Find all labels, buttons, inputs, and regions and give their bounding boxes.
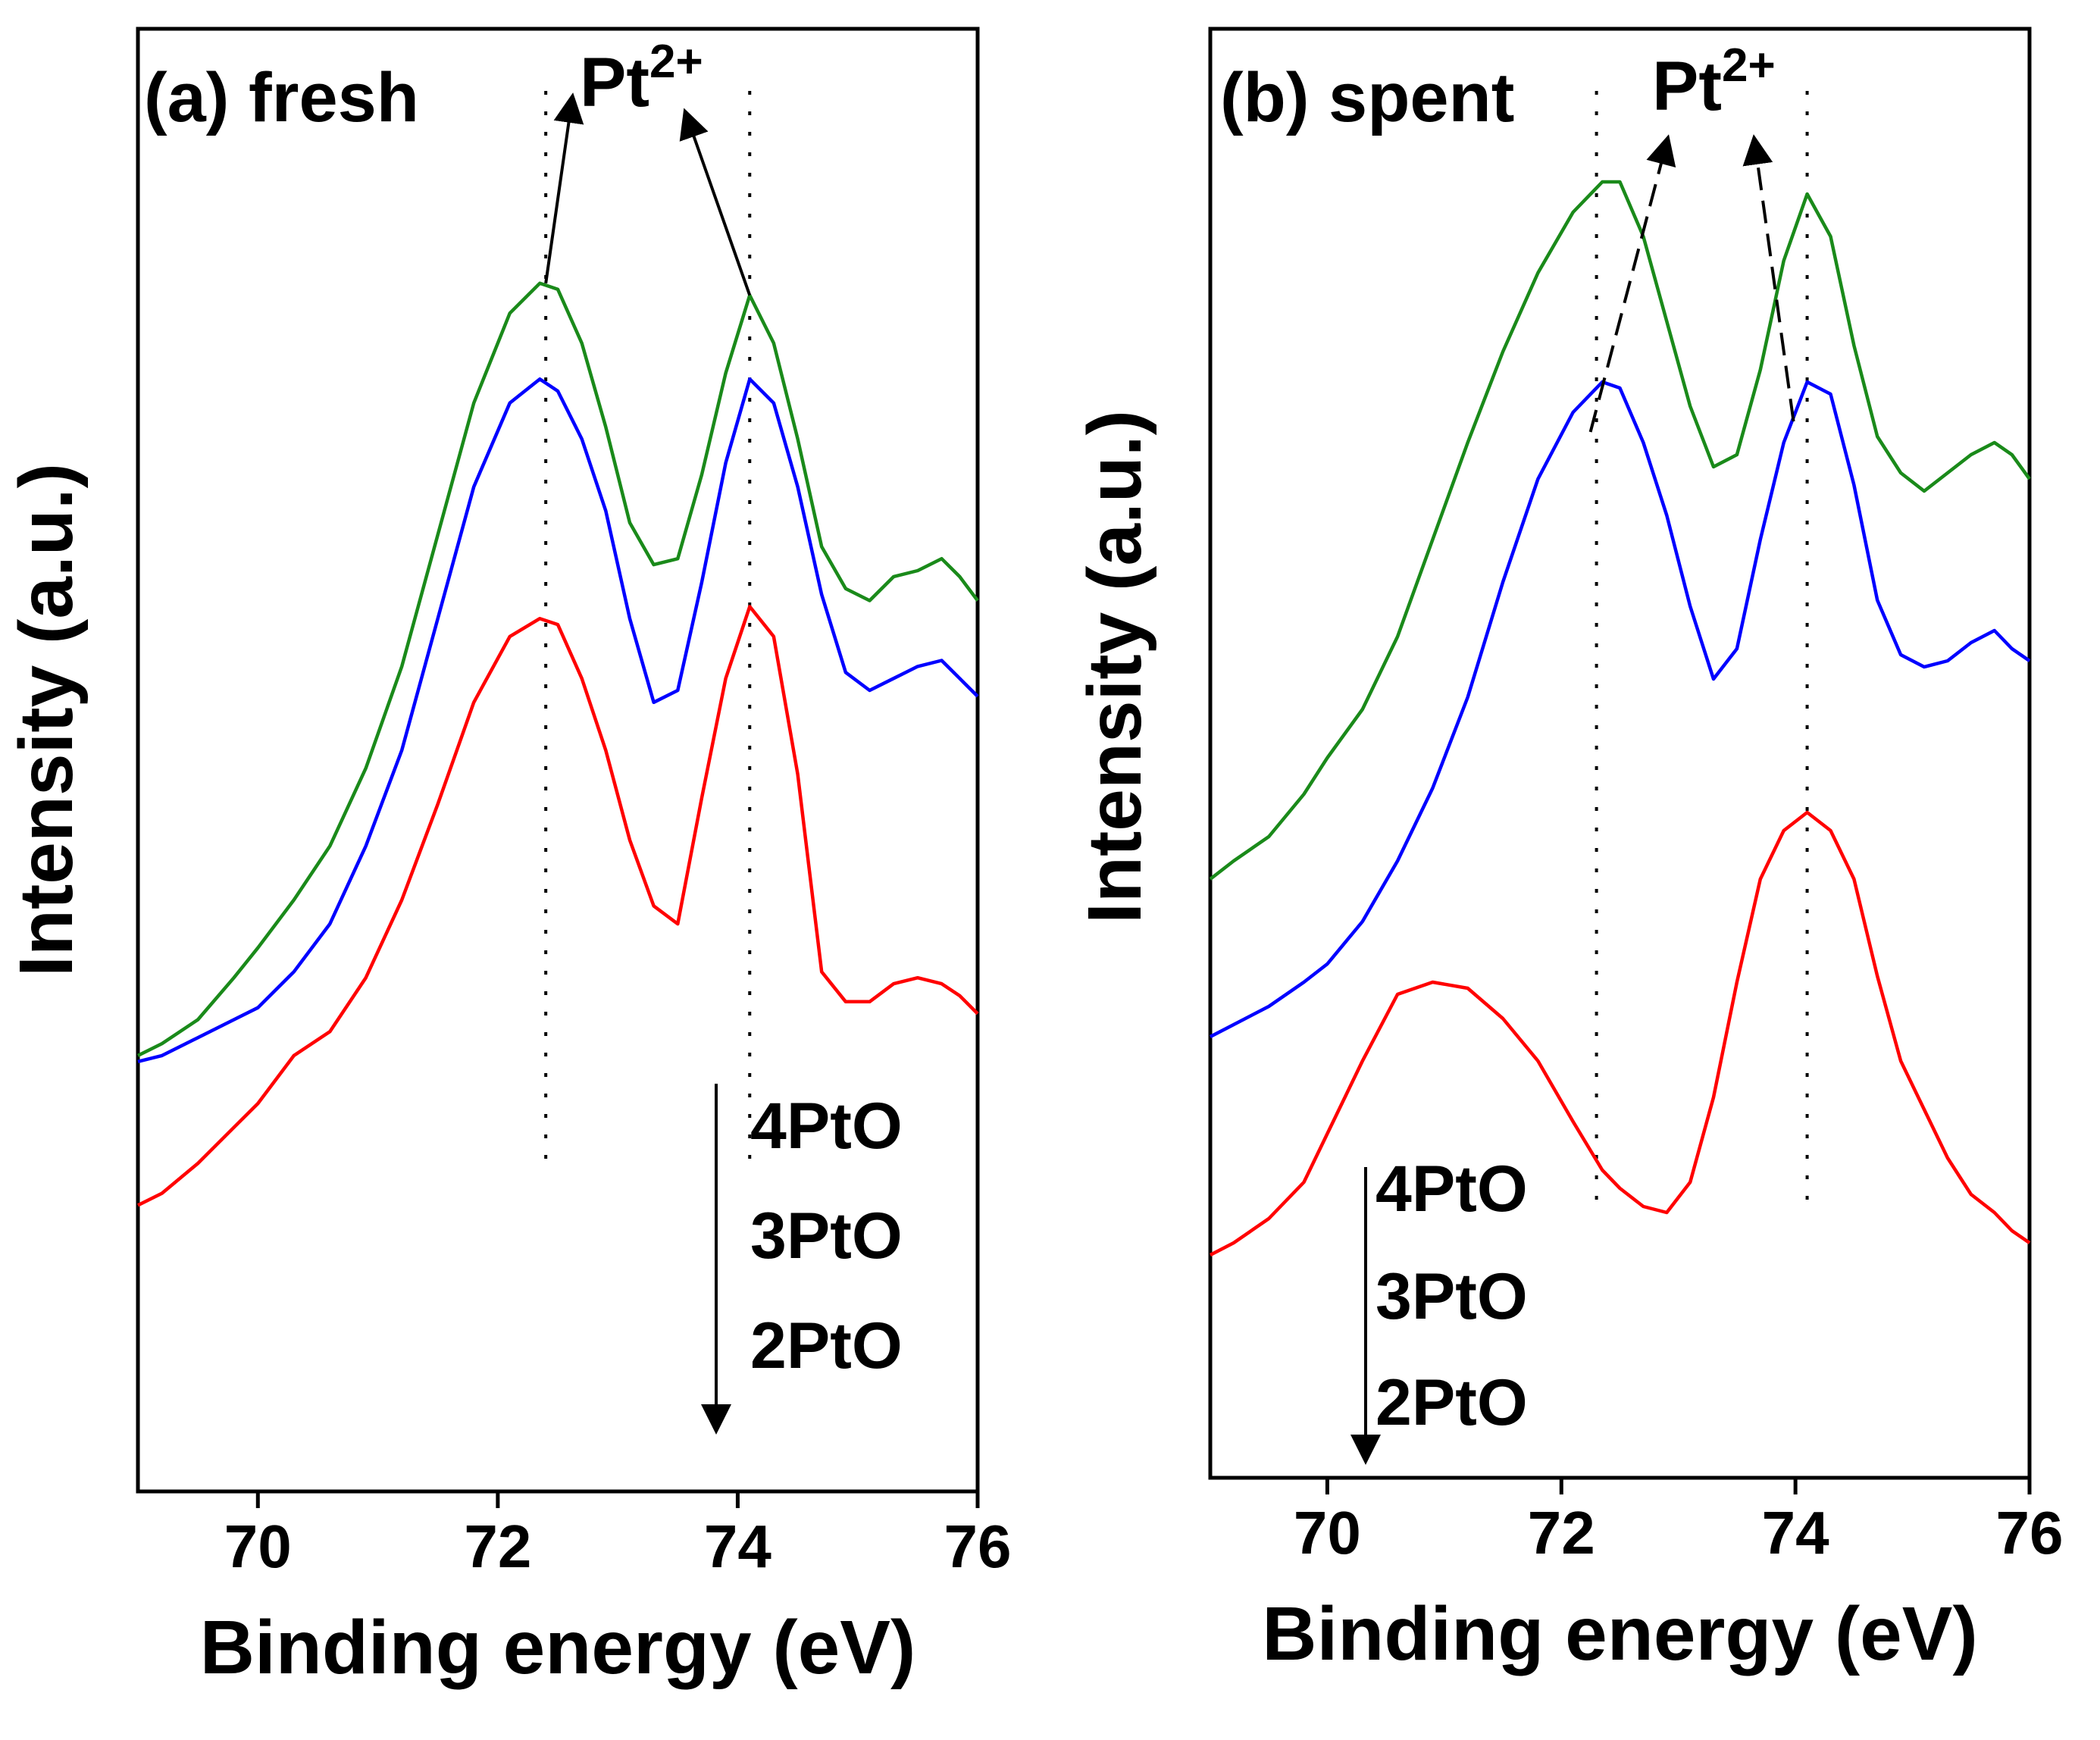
legend-label: 4PtO <box>1375 1153 1528 1225</box>
peak-annotation-label: Pt2+ <box>580 36 703 121</box>
series-line-3pto <box>137 377 979 1063</box>
x-axis-label: Binding energy (eV) <box>1262 1591 1978 1676</box>
legend-label: 2PtO <box>750 1310 903 1382</box>
panel-label: (b) spent <box>1220 59 1514 136</box>
peak-annotation-arrow <box>1588 134 1676 433</box>
series-line-4pto <box>1209 180 2031 881</box>
x-tick-label: 70 <box>1294 1499 1361 1566</box>
panel-a-chart: 70 72 74 76 Binding energy (eV) Intensity (a.… <box>4 27 1012 1690</box>
x-tick-label: 70 <box>224 1513 292 1580</box>
series-line-3pto <box>1209 380 2031 1038</box>
panel-b-chart: 70 72 74 76 Binding energy (eV) Intensity (a.… <box>1072 27 2064 1676</box>
plot-frame <box>136 27 980 1494</box>
x-tick-label: 74 <box>1762 1499 1829 1566</box>
peak-annotation-arrow <box>544 92 584 284</box>
x-tick-label: 72 <box>464 1513 531 1580</box>
panel-label: (a) fresh <box>144 59 419 136</box>
legend-label: 3PtO <box>1375 1260 1528 1333</box>
y-axis-label: Intensity (a.u.) <box>1072 410 1157 924</box>
series-line-2pto <box>1209 810 2031 1256</box>
x-axis-label: Binding energy (eV) <box>200 1605 916 1690</box>
legend-label: 2PtO <box>1375 1366 1528 1439</box>
y-axis-label: Intensity (a.u.) <box>4 463 89 977</box>
x-tick-label: 76 <box>1996 1499 2064 1566</box>
peak-annotation-arrow <box>1742 134 1795 422</box>
legend-label: 3PtO <box>750 1200 903 1272</box>
peak-annotation-arrow <box>679 108 752 296</box>
plot-frame <box>1208 27 2032 1480</box>
series-line-2pto <box>136 605 979 1207</box>
series-line-4pto <box>136 281 979 1057</box>
x-tick-label: 72 <box>1528 1499 1595 1566</box>
peak-annotation-label: Pt2+ <box>1652 39 1776 125</box>
legend-label: 4PtO <box>750 1090 903 1163</box>
x-tick-label: 74 <box>704 1513 771 1580</box>
x-tick-label: 76 <box>944 1513 1012 1580</box>
